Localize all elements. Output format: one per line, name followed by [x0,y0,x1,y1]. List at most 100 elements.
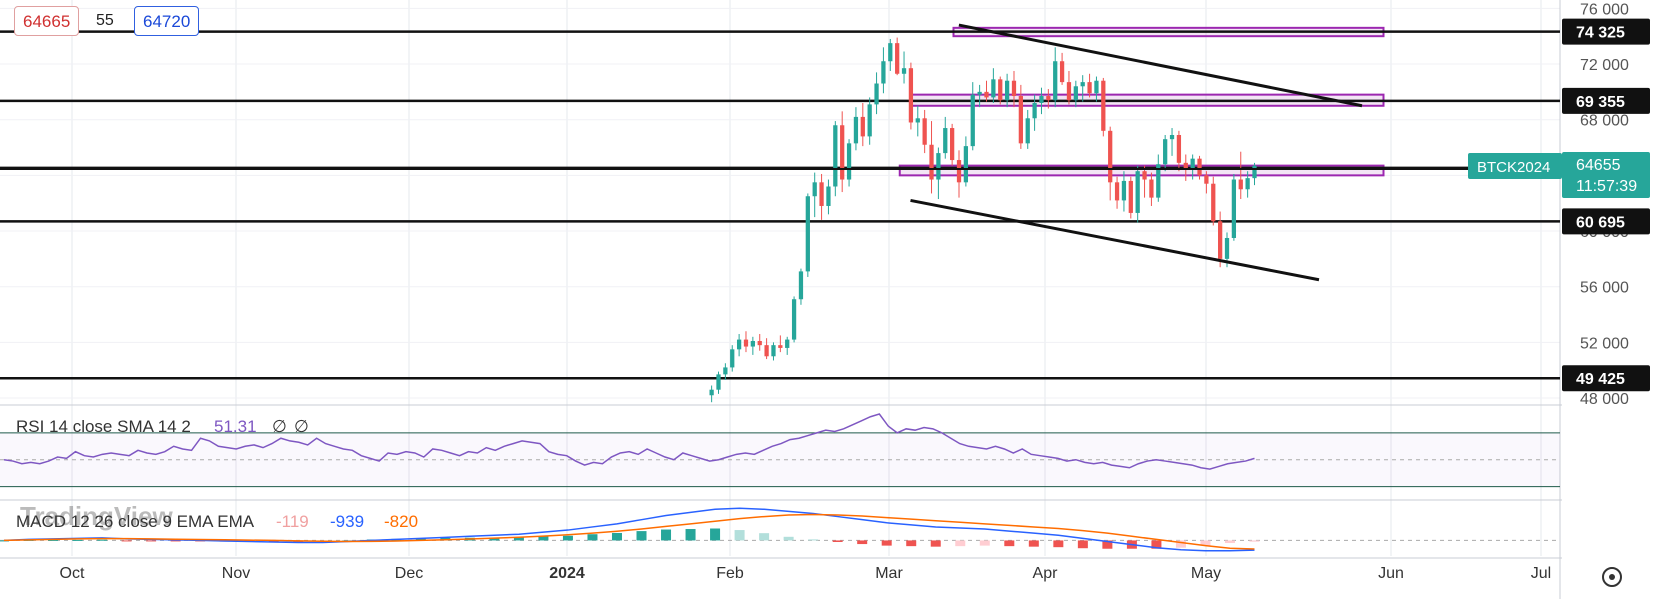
candle-body [840,125,845,180]
symbol-badge [1468,153,1562,179]
macd-histogram-bar [170,540,181,542]
candles [709,37,1257,403]
macd-histogram-bar [1249,540,1260,542]
macd-histogram-bar [97,539,108,541]
time-label: Jun [1378,565,1404,582]
candle-body [1245,178,1250,190]
macd-histogram-bar [562,535,573,541]
macd-histogram-bar [611,532,622,541]
settings-icon-center [1609,574,1615,580]
macd-histogram-bar [538,536,549,541]
macd-label: MACD 12 26 close 9 EMA EMA [16,512,255,531]
macd-histogram-bar [783,536,794,541]
spread-value: 55 [96,12,114,29]
level-label: 69 355 [1576,94,1625,111]
macd-histogram-bar [1175,540,1186,548]
price-tick: 72 000 [1580,57,1629,74]
candle-body [1087,82,1092,94]
macd-histogram-bar [1053,540,1064,548]
time-label: Dec [395,565,423,582]
tradingview-logo: TradingView [20,501,173,531]
level-badge [1562,365,1650,392]
candle-body [1190,158,1195,169]
rsi-line [3,413,1255,470]
macd-histogram-bar [661,529,672,541]
macd-pane: MACD 12 26 close 9 EMA EMA-119-939-8200 [0,507,1601,552]
time-label: Apr [1033,565,1059,582]
time-label: May [1191,565,1221,582]
candle-body [812,182,817,197]
candle-body [791,299,797,340]
macd-histogram-bar [832,540,843,542]
macd-histogram-bar [710,528,721,541]
rsi-extra-2: ∅ [294,417,309,436]
ask-price[interactable]: 64720 [134,6,200,36]
candle-body [1135,171,1140,213]
time-axis: Oct Nov Dec 2024 Feb Mar Apr May Jun Jul [60,565,1622,587]
candle-body [1039,96,1044,103]
horizontal-levels [0,30,1560,380]
rsi-pane: RSI 14 close SMA 14 251.31∅∅80.0040.00 [0,412,1616,488]
level-label: 49 425 [1576,371,1625,388]
level-badge [1562,208,1650,235]
candle-body [956,160,962,183]
macd-histogram-bar [759,533,770,541]
candle-body [1252,165,1257,179]
branding: TradingView [20,501,173,531]
candle-body [1224,237,1230,259]
candle-body [860,116,865,137]
zone-rect [898,164,1385,177]
settings-icon[interactable] [1602,567,1622,587]
candle-body [1211,183,1216,222]
candle-body [1163,139,1168,165]
candle-body [716,374,721,390]
macd-histogram-bar [121,540,132,542]
candle-body [1059,61,1065,83]
candle-body [1156,164,1161,198]
macd-histogram-bar [955,540,966,547]
candle-body [1018,96,1023,144]
candle-body [853,116,859,144]
candle-body [1032,102,1037,119]
candle-body [901,68,907,74]
macd-histogram-bar [685,529,696,541]
candle-body [798,271,804,300]
candle-body [785,339,790,348]
candle-body [709,389,714,396]
candle-body [977,91,982,95]
candle-body [764,345,769,357]
candle-body [778,345,783,348]
time-label: Jul [1531,565,1551,582]
candle-body [1183,162,1188,169]
candle-body [1046,96,1051,101]
candle-body [1004,80,1010,101]
candle-body [833,125,838,187]
macd-line [3,507,1255,552]
candle-body [1094,80,1099,94]
candle-body [1176,135,1182,163]
macd-histogram-bar [1200,540,1211,546]
candle-body [1101,80,1106,131]
candle-body [1053,61,1058,101]
signal-value: -820 [384,512,418,531]
candle-body [1169,135,1175,140]
macd-histogram-bar [415,538,426,541]
macd-histogram-bar [1077,540,1088,549]
price-tick: 76 000 [1580,1,1629,18]
candle-body [1238,179,1243,190]
price-tick: 48 000 [1580,391,1629,408]
time-label: 2024 [549,565,585,582]
candle-body [867,104,872,137]
bid-price[interactable]: 64665 [14,6,80,36]
rsi-value: 51.31 [214,417,257,436]
candle-body [1066,82,1072,101]
macd-histogram-bar [1102,540,1113,549]
macd-histogram-bar [587,534,598,541]
candle-body [963,146,969,183]
candle-body [943,128,948,154]
candle-body [922,118,927,145]
settings-icon-ring [1602,567,1622,587]
candle-body [1128,180,1133,213]
